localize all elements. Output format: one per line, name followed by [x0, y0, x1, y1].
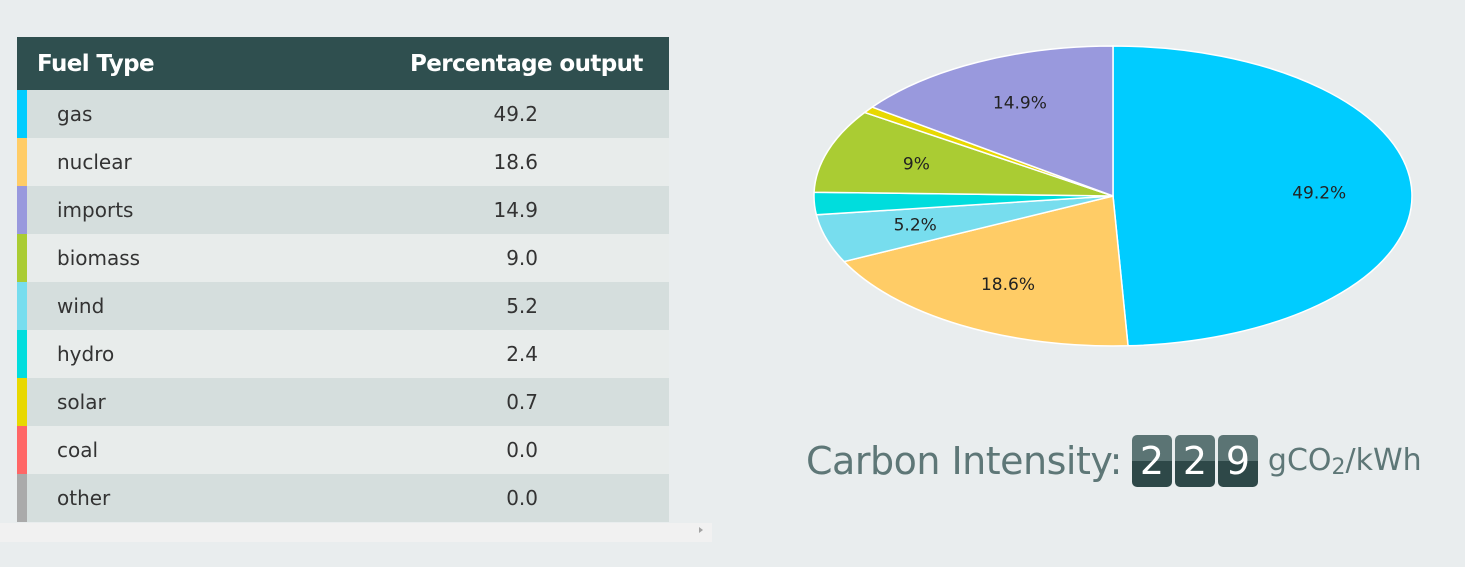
scroll-right-arrow-icon[interactable] — [699, 527, 703, 533]
percentage-output-cell: 0.0 — [367, 474, 669, 522]
fuel-type-label: biomass — [57, 246, 141, 270]
carbon-unit-suffix: /kWh — [1345, 442, 1422, 478]
carbon-digit: 2 — [1174, 435, 1215, 487]
fuel-type-label: nuclear — [57, 150, 132, 174]
fuel-mix-pie-chart: 49.2% 18.6% 5.2% 9% 14.9% — [800, 40, 1430, 360]
fuel-color-swatch — [17, 378, 27, 426]
fuel-type-cell: hydro — [17, 330, 367, 378]
pie-chart-svg: 49.2% 18.6% 5.2% 9% 14.9% — [813, 45, 1413, 347]
percentage-output-cell: 0.7 — [367, 378, 669, 426]
table-row: imports 14.9 — [17, 186, 669, 234]
fuel-type-label: imports — [57, 198, 134, 222]
pie-label-nuclear: 18.6% — [981, 275, 1035, 295]
carbon-digit: 9 — [1217, 435, 1258, 487]
table-body: gas 49.2 nuclear 18.6 imports 14.9 biomass 9.0 w… — [17, 90, 669, 522]
fuel-type-label: hydro — [57, 342, 115, 366]
percentage-output-cell: 5.2 — [367, 282, 669, 330]
fuel-color-swatch — [17, 282, 27, 330]
percentage-output-cell: 9.0 — [367, 234, 669, 282]
table-row: solar 0.7 — [17, 378, 669, 426]
table-row: biomass 9.0 — [17, 234, 669, 282]
fuel-color-swatch — [17, 330, 27, 378]
percentage-output-cell: 18.6 — [367, 138, 669, 186]
table-row: wind 5.2 — [17, 282, 669, 330]
fuel-type-label: gas — [57, 102, 93, 126]
carbon-digit: 2 — [1131, 435, 1172, 487]
percentage-output-cell: 49.2 — [367, 90, 669, 138]
table-row: nuclear 18.6 — [17, 138, 669, 186]
fuel-type-cell: imports — [17, 186, 367, 234]
pie-label-imports: 14.9% — [993, 94, 1047, 114]
header-percentage-output: Percentage output — [367, 37, 669, 90]
fuel-mix-table: Fuel Type Percentage output gas 49.2 nucle… — [17, 37, 669, 522]
fuel-type-label: coal — [57, 438, 99, 462]
fuel-color-swatch — [17, 138, 27, 186]
fuel-type-cell: wind — [17, 282, 367, 330]
table-header-row: Fuel Type Percentage output — [17, 37, 669, 90]
carbon-unit: gCO2/kWh — [1268, 443, 1422, 480]
fuel-color-swatch — [17, 234, 27, 282]
pie-slice-imports[interactable] — [870, 45, 1114, 198]
fuel-type-cell: gas — [17, 90, 367, 138]
fuel-type-cell: other — [17, 474, 367, 522]
fuel-color-swatch — [17, 90, 27, 138]
fuel-color-swatch — [17, 186, 27, 234]
table-row: gas 49.2 — [17, 90, 669, 138]
fuel-color-swatch — [17, 474, 27, 522]
carbon-intensity-label: Carbon Intensity: — [806, 439, 1122, 483]
fuel-type-label: solar — [57, 390, 106, 414]
table-row: coal 0.0 — [17, 426, 669, 474]
fuel-type-cell: biomass — [17, 234, 367, 282]
pie-label-gas: 49.2% — [1292, 183, 1346, 203]
fuel-type-label: wind — [57, 294, 105, 318]
percentage-output-cell: 14.9 — [367, 186, 669, 234]
carbon-intensity: Carbon Intensity: 2 2 9 gCO2/kWh — [806, 433, 1422, 489]
percentage-output-cell: 0.0 — [367, 426, 669, 474]
pie-label-wind: 5.2% — [894, 216, 937, 236]
pie-label-biomass: 9% — [903, 155, 930, 175]
carbon-unit-subscript: 2 — [1331, 454, 1346, 480]
pie-slice-nuclear[interactable] — [842, 195, 1129, 347]
carbon-unit-prefix: gCO — [1267, 442, 1332, 478]
horizontal-scrollbar[interactable] — [0, 523, 712, 542]
table-row: other 0.0 — [17, 474, 669, 522]
header-fuel-type: Fuel Type — [17, 37, 367, 90]
table-row: hydro 2.4 — [17, 330, 669, 378]
fuel-mix-table-container: Fuel Type Percentage output gas 49.2 nucle… — [17, 37, 669, 522]
fuel-type-label: other — [57, 486, 111, 510]
pie-slice-gas[interactable] — [1112, 45, 1413, 347]
fuel-type-cell: nuclear — [17, 138, 367, 186]
fuel-type-cell: coal — [17, 426, 367, 474]
pie-slice-biomass[interactable] — [813, 111, 1114, 197]
fuel-type-cell: solar — [17, 378, 367, 426]
percentage-output-cell: 2.4 — [367, 330, 669, 378]
fuel-color-swatch — [17, 426, 27, 474]
